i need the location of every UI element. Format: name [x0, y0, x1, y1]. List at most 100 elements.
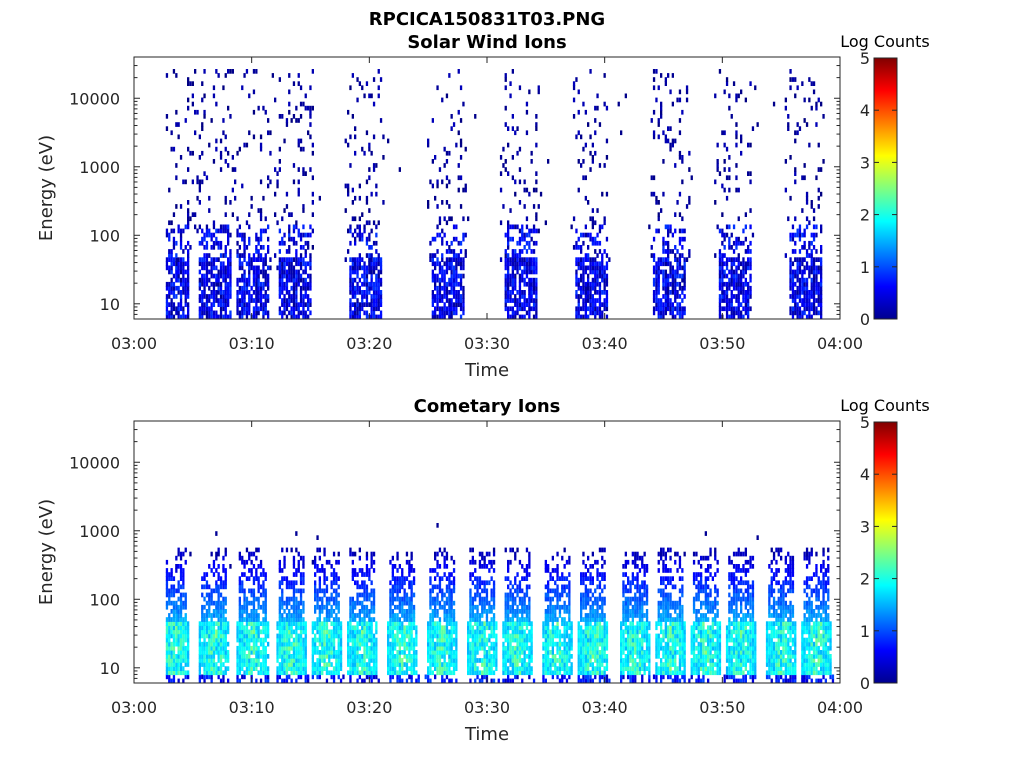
heatmap-cell [429, 662, 432, 667]
heatmap-cell [222, 273, 225, 279]
heatmap-cell [591, 294, 594, 299]
heatmap-cell [589, 261, 592, 267]
heatmap-cell [662, 302, 665, 307]
heatmap-cell [184, 670, 187, 676]
heatmap-cell [351, 596, 354, 602]
heatmap-cell [187, 314, 190, 320]
heatmap-cell [276, 171, 279, 176]
heatmap-cell [387, 662, 390, 667]
heatmap-cell [415, 629, 418, 635]
heatmap-cell [217, 592, 220, 598]
heatmap-cell [349, 600, 352, 606]
heatmap-cell [255, 609, 258, 614]
heatmap-cell [262, 285, 265, 291]
heatmap-cell [212, 650, 216, 655]
heatmap-cell [504, 249, 507, 254]
heatmap-cell [507, 232, 510, 238]
heatmap-cell [676, 269, 679, 275]
heatmap-cell [238, 625, 241, 631]
heatmap-cell [372, 101, 376, 107]
heatmap-cell [203, 596, 206, 602]
heatmap-cell [170, 146, 173, 152]
heatmap-cell [455, 302, 458, 307]
heatmap-cell [238, 658, 241, 663]
heatmap-cell [285, 654, 289, 659]
heatmap-cell [358, 662, 361, 667]
heatmap-cell [337, 650, 340, 655]
heatmap-cell [577, 159, 580, 164]
heatmap-cell [429, 253, 432, 258]
heatmap-cell [596, 261, 599, 267]
heatmap-cell [177, 629, 180, 635]
heatmap-cell [205, 658, 209, 663]
heatmap-cell [309, 273, 312, 279]
heatmap-cell [528, 302, 531, 307]
heatmap-cell [674, 253, 677, 258]
heatmap-cell [302, 572, 305, 577]
heatmap-cell [262, 568, 265, 573]
heatmap-cell [408, 654, 411, 659]
heatmap-cell [436, 551, 439, 557]
heatmap-cell [302, 576, 305, 581]
heatmap-cell [718, 277, 722, 283]
heatmap-cell [389, 617, 392, 622]
heatmap-cell [252, 592, 256, 598]
heatmap-cell [182, 576, 185, 581]
heatmap-cell [580, 277, 583, 283]
heatmap-cell [335, 580, 338, 586]
heatmap-cell [285, 277, 289, 283]
heatmap-cell [398, 621, 401, 626]
heatmap-cell [377, 277, 380, 283]
heatmap-cell [535, 290, 538, 295]
heatmap-cell [252, 645, 256, 651]
heatmap-cell [575, 77, 578, 82]
heatmap-cell [521, 249, 524, 254]
heatmap-cell [351, 576, 354, 581]
heatmap-cell [805, 277, 809, 283]
heatmap-cell [227, 650, 230, 655]
heatmap-cell [252, 253, 256, 258]
heatmap-cell [594, 105, 597, 111]
heatmap-cell [274, 191, 277, 197]
heatmap-cell [212, 572, 216, 577]
heatmap-cell [187, 146, 190, 152]
heatmap-cell [499, 220, 503, 226]
heatmap-cell [740, 261, 743, 267]
heatmap-cell [389, 662, 392, 667]
heatmap-cell [292, 228, 296, 234]
heatmap-cell [241, 306, 244, 312]
heatmap-cell [208, 621, 211, 626]
heatmap-cell [250, 551, 253, 557]
heatmap-cell [311, 175, 314, 181]
heatmap-cell [203, 637, 206, 643]
heatmap-cell [732, 310, 736, 316]
heatmap-cell [231, 212, 234, 217]
heatmap-cell [801, 175, 804, 181]
heatmap-cell [514, 265, 517, 271]
heatmap-cell [165, 285, 169, 291]
heatmap-cell [655, 273, 658, 279]
heatmap-cell [248, 576, 251, 581]
heatmap-cell [532, 224, 536, 230]
heatmap-cell [518, 179, 522, 185]
heatmap-cell [377, 314, 380, 320]
heatmap-cell [412, 609, 416, 614]
heatmap-cell [375, 306, 378, 312]
heatmap-cell [721, 261, 724, 267]
heatmap-cell [361, 294, 364, 299]
heatmap-cell [403, 588, 406, 594]
heatmap-cell [215, 662, 218, 667]
heatmap-cell [798, 265, 802, 271]
heatmap-cell [431, 654, 434, 659]
heatmap-cell [222, 645, 225, 651]
heatmap-cell [299, 138, 303, 144]
heatmap-cell [248, 224, 251, 230]
heatmap-cell [318, 195, 321, 201]
heatmap-cell [252, 269, 256, 275]
heatmap-cell [189, 150, 192, 156]
heatmap-cell [652, 281, 656, 287]
heatmap-cell [459, 118, 463, 123]
heatmap-cell [212, 654, 216, 659]
heatmap-cell [238, 629, 241, 635]
heatmap-cell [370, 588, 373, 594]
